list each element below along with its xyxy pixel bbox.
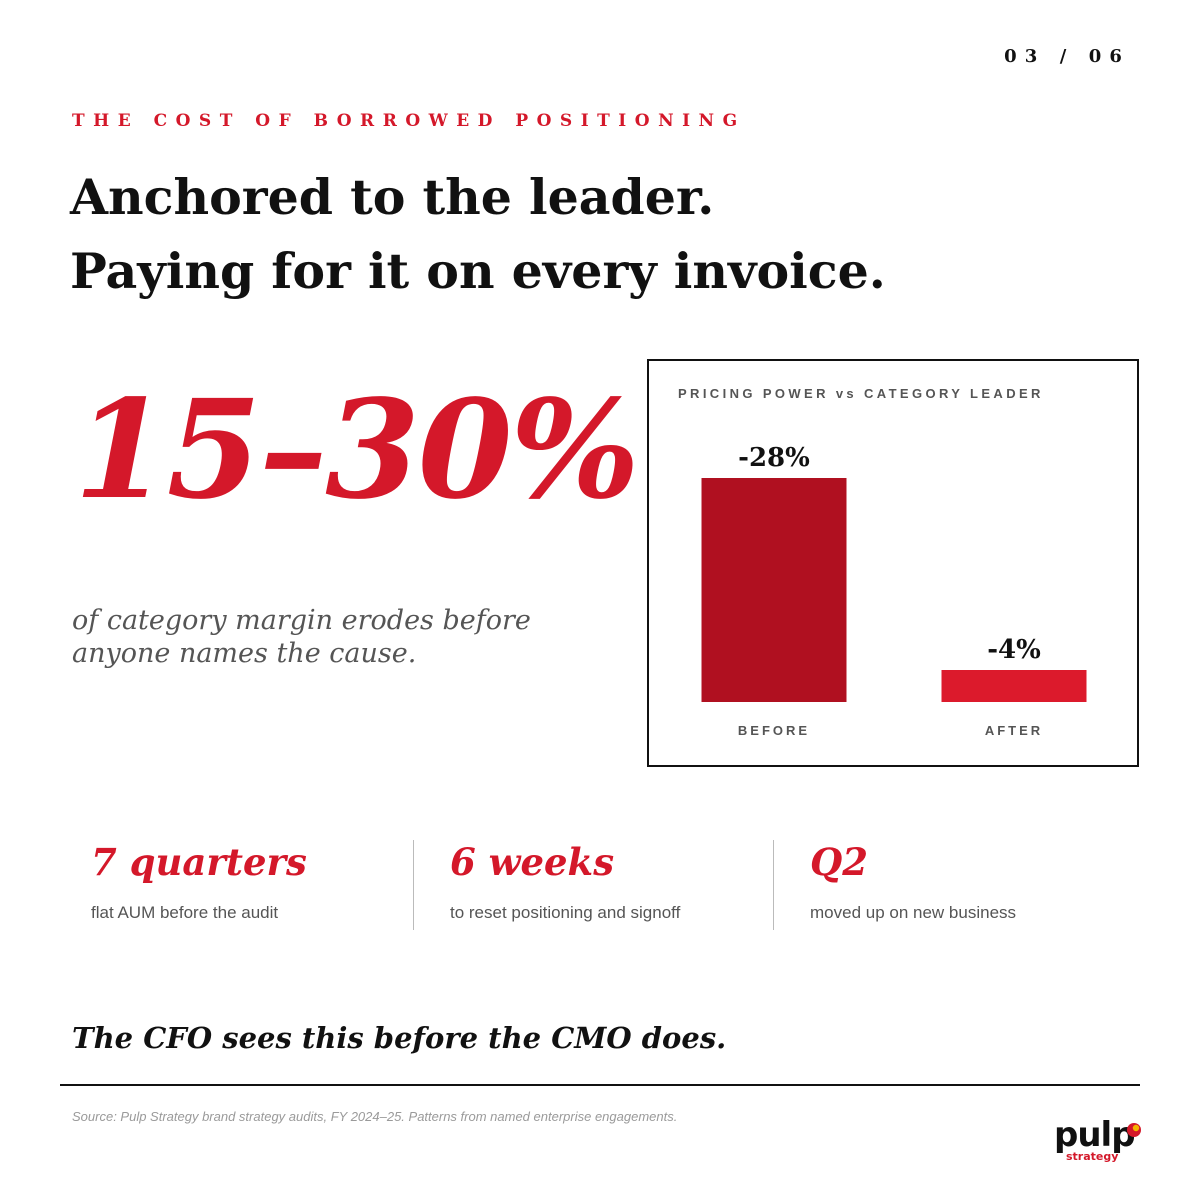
stat-divider [773,840,774,930]
pulp-strategy-logo: pulp strategy [1054,1116,1141,1163]
stat-description: to reset positioning and signoff [450,903,681,922]
bar-chart: -28% BEFORE -4% AFTER [701,443,1087,738]
chart-frame [647,359,1139,767]
category-tick-label: BEFORE [738,723,810,738]
stat-value: 6 weeks [450,840,615,884]
chart-title: PRICING POWER vs CATEGORY LEADER [678,386,1044,401]
bar-data-label: -4% [987,635,1041,665]
stat-description: flat AUM before the audit [91,903,279,922]
footer-rule [60,1084,1140,1086]
page-number: 03 / 06 [1004,46,1130,67]
svg-text:pulp: pulp [1054,1116,1135,1155]
category-tick-label: AFTER [985,723,1043,738]
hero-stat-value: 15–30% [74,370,640,530]
stat-q2: Q2 moved up on new business [810,838,1110,923]
bar-before [701,478,847,702]
stat-divider [413,840,414,930]
stat-quarters: 7 quarters flat AUM before the audit [91,838,391,923]
svg-text:strategy: strategy [1066,1150,1118,1163]
stat-weeks: 6 weeks to reset positioning and signoff [450,838,750,923]
stat-value: Q2 [810,840,868,884]
headline: Anchored to the leader. Paying for it on… [70,160,886,308]
closing-statement: The CFO sees this before the CMO does. [72,1021,727,1055]
eyebrow-label: THE COST OF BORROWED POSITIONING [72,111,746,131]
bar-data-label: -28% [738,443,810,473]
source-note: Source: Pulp Strategy brand strategy aud… [72,1109,678,1124]
hero-stat-caption: of category margin erodes before anyone … [72,605,531,669]
headline-line-1: Anchored to the leader. [70,168,715,226]
bar-after [941,670,1087,702]
headline-line-2: Paying for it on every invoice. [70,242,886,300]
stat-description: moved up on new business [810,903,1017,922]
stat-value: 7 quarters [91,840,307,884]
